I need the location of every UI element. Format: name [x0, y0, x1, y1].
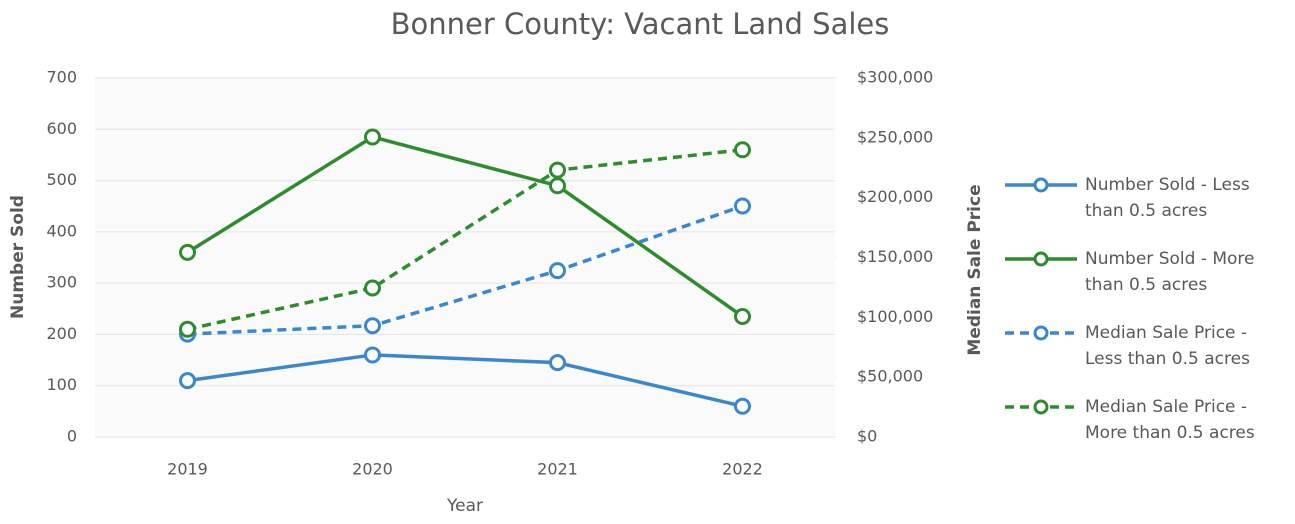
point-marker: [549, 354, 566, 372]
point-marker: [549, 262, 566, 280]
point-marker: [364, 317, 381, 335]
point-marker: [734, 141, 751, 159]
y-tick-label: 100: [46, 375, 77, 394]
x-axis-label: Year: [446, 496, 483, 516]
legend-marker: [1033, 399, 1049, 415]
y-tick-label: 400: [46, 221, 77, 240]
y2-tick-label: $300,000: [857, 68, 933, 87]
legend-label: Median Sale Price - More than 0.5 acres: [1085, 397, 1255, 443]
y2-tick-label: $100,000: [857, 307, 933, 326]
y-tick-label: 300: [46, 273, 77, 292]
series-line: [186, 135, 744, 318]
legend-marker: [1033, 251, 1049, 267]
y-tick-label: 700: [46, 68, 77, 87]
x-tick-label: 2021: [537, 460, 578, 479]
y-axis-label: Number Sold: [8, 195, 28, 319]
y-tick-label: 600: [46, 119, 77, 138]
point-marker: [179, 320, 196, 338]
y-tick-label: 200: [46, 324, 77, 343]
x-tick-label: 2022: [722, 460, 763, 479]
series-line: [187, 353, 743, 408]
legend-label: Median Sale Price - Less than 0.5 acres: [1085, 323, 1250, 369]
point-marker: [734, 307, 751, 325]
y-tick-label: 0: [67, 427, 77, 446]
series-line: [187, 204, 744, 336]
point-marker: [179, 243, 196, 261]
y2-tick-label: $50,000: [857, 367, 923, 386]
plot-background: [95, 78, 835, 437]
point-marker: [549, 161, 566, 179]
point-marker: [364, 128, 381, 146]
legend-label: Number Sold - Less than 0.5 acres: [1085, 175, 1250, 221]
y2-tick-label: $200,000: [857, 187, 933, 206]
y2-tick-label: $0: [857, 427, 877, 446]
y2-axis-label: Median Sale Price: [965, 184, 985, 355]
legend-label: Number Sold - More than 0.5 acres: [1085, 249, 1255, 295]
x-tick-label: 2019: [167, 460, 208, 479]
x-tick-label: 2020: [352, 460, 393, 479]
legend-marker: [1033, 177, 1049, 193]
legend-marker: [1033, 325, 1049, 341]
chart-title: Bonner County: Vacant Land Sales: [391, 7, 890, 41]
point-marker: [549, 177, 566, 195]
point-marker: [734, 197, 751, 215]
point-marker: [364, 279, 381, 297]
point-marker: [734, 397, 751, 415]
y2-tick-label: $150,000: [857, 247, 933, 266]
point-marker: [364, 346, 381, 364]
series-line: [187, 148, 743, 332]
y2-tick-label: $250,000: [857, 127, 933, 146]
point-marker: [179, 372, 196, 390]
y-tick-label: 500: [46, 170, 77, 189]
